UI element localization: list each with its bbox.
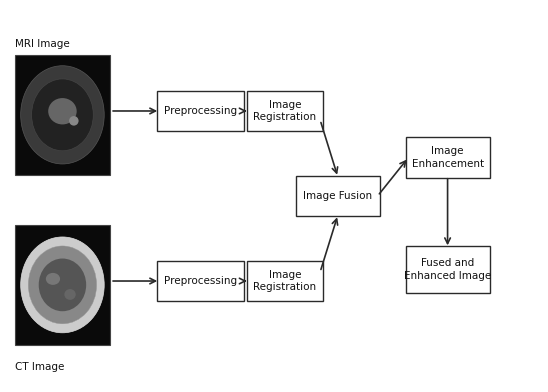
Text: CT Image: CT Image — [15, 362, 64, 372]
FancyBboxPatch shape — [296, 176, 380, 216]
FancyBboxPatch shape — [157, 91, 244, 131]
Text: Image
Enhancement: Image Enhancement — [412, 146, 484, 169]
Text: Preprocessing: Preprocessing — [164, 276, 237, 286]
FancyBboxPatch shape — [406, 246, 489, 292]
Ellipse shape — [48, 98, 77, 124]
Bar — [15, 225, 110, 345]
FancyBboxPatch shape — [406, 137, 489, 178]
FancyBboxPatch shape — [247, 261, 323, 301]
Ellipse shape — [21, 237, 104, 333]
FancyBboxPatch shape — [157, 261, 244, 301]
Ellipse shape — [21, 66, 104, 164]
Ellipse shape — [28, 246, 96, 324]
Ellipse shape — [39, 259, 86, 311]
Ellipse shape — [46, 273, 60, 285]
Text: Image Fusion: Image Fusion — [304, 191, 373, 201]
Ellipse shape — [32, 79, 93, 151]
Bar — [15, 55, 110, 175]
Ellipse shape — [69, 116, 78, 125]
Text: Image
Registration: Image Registration — [253, 270, 316, 292]
Text: Fused and
Enhanced Image: Fused and Enhanced Image — [404, 258, 491, 281]
Text: MRI Image: MRI Image — [15, 39, 70, 49]
Text: Preprocessing: Preprocessing — [164, 106, 237, 116]
Ellipse shape — [64, 289, 76, 300]
Text: Image
Registration: Image Registration — [253, 100, 316, 122]
FancyBboxPatch shape — [247, 91, 323, 131]
